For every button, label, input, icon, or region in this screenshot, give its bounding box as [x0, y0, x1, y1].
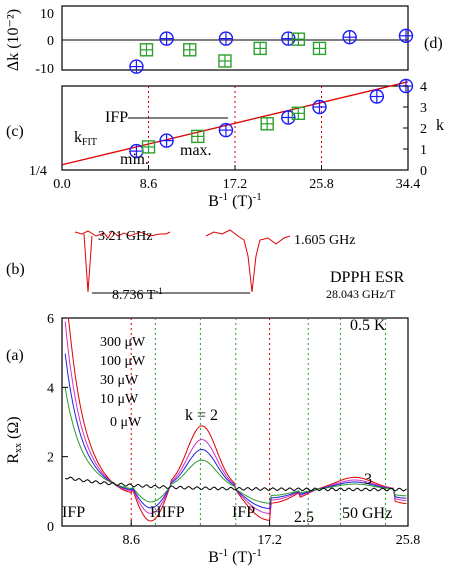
panel-a-ticks: 8.6 17.2 25.8 0 2 4 6 — [47, 312, 420, 548]
panel-d-point-s1-3 — [312, 41, 327, 56]
panel-d: 10 0 -10 Δk (10⁻²) (d) — [5, 5, 443, 77]
panel-a-xtick-0: 8.6 — [122, 533, 140, 548]
panel-b-dip-left — [83, 233, 93, 293]
panel-a-legend-2: 30 μW — [100, 373, 139, 388]
panel-d-ytick-0: 0 — [47, 34, 54, 49]
panel-a-legend-1: 100 μW — [100, 354, 146, 369]
panel-a-legend-3: 10 μW — [100, 392, 139, 407]
panel-a-xtick-2: 25.8 — [396, 533, 421, 548]
panel-c-letter: (c) — [6, 123, 24, 140]
panel-a-ytick-0: 0 — [47, 520, 54, 535]
panel-c-xlabel: B-1 (T)-1 — [208, 191, 261, 210]
panel-d-point-s1-4 — [291, 32, 306, 46]
panel-a-legend: 300 μW 100 μW 30 μW 10 μW 0 μW — [100, 335, 146, 430]
panel-a-series-4 — [64, 476, 407, 492]
panel-b-trace-left — [74, 230, 171, 239]
panel-c-xtick-0: 0.0 — [53, 177, 71, 192]
panel-a-annot-25: 2.5 — [294, 509, 314, 526]
panel-c-xtick-1: 8.6 — [140, 177, 158, 192]
panel-c-ytick-right-4: 4 — [420, 80, 427, 95]
panel-a-vlines — [130, 318, 386, 526]
panel-b-trace-right — [205, 229, 291, 293]
panel-d-point-s1-5 — [218, 54, 232, 68]
panel-c-xtick-2: 17.2 — [223, 177, 248, 192]
panel-b: 3.21 GHz 1.605 GHz DPPH ESR 28.043 GHz/T… — [6, 229, 405, 303]
panel-b-spacing-label: 8.736 T-1 — [112, 286, 163, 303]
panel-a-legend-0: 300 μW — [100, 335, 146, 350]
panel-a-legend-4: 0 μW — [110, 415, 142, 430]
panel-c-xtick-3: 25.8 — [309, 177, 334, 192]
panel-c-point-s1-1 — [191, 129, 205, 144]
panel-c-point-s0-5 — [369, 89, 385, 104]
panel-d-points — [129, 28, 414, 74]
panel-a-annot-ifp2: IFP — [232, 504, 255, 521]
panel-c-points — [129, 78, 414, 159]
panel-a-xtick-1: 17.2 — [257, 533, 282, 548]
panel-a-annot-k2: k = 2 — [185, 407, 218, 424]
panel-d-point-s0-4 — [342, 30, 357, 45]
panel-c-point-s1-0 — [141, 140, 156, 154]
panel-c-point-s1-3 — [291, 106, 306, 121]
panel-c-ytick-right-0: 0 — [420, 164, 427, 179]
panel-d-ylabel: Δk (10⁻²) — [5, 9, 22, 71]
panel-a-annot-3: 3 — [364, 471, 372, 488]
panel-c-ytick-quarter: 1/4 — [29, 164, 47, 179]
panel-c-ytick-right-2: 2 — [420, 122, 427, 137]
panel-c-vlines — [148, 86, 322, 170]
panel-c-ytick-right-3: 3 — [420, 101, 427, 116]
panel-a-ytick-2: 4 — [47, 381, 54, 396]
panel-c-point-s1-2 — [260, 117, 274, 131]
panel-d-point-s1-1 — [183, 43, 197, 57]
panel-d-letter: (d) — [424, 35, 443, 52]
panel-c-annot-min: min. — [120, 151, 149, 168]
panel-d-ytick-10: 10 — [40, 7, 54, 22]
panel-a-ytick-3: 6 — [47, 312, 54, 327]
panel-a-curves — [64, 317, 407, 522]
panel-a-ylabel: Rxx (Ω) — [5, 416, 24, 463]
panel-a-annot-ifp1: IFP — [62, 504, 85, 521]
panel-c-fit-line — [61, 81, 409, 166]
panel-b-label-1605: 1.605 GHz — [294, 233, 355, 248]
panel-a-temperature: 0.5 K — [350, 317, 386, 334]
panel-a-ytick-1: 2 — [47, 451, 54, 466]
panel-c-point-s0-1 — [159, 133, 174, 148]
panel-a-frame — [61, 317, 409, 527]
panel-a: 8.6 17.2 25.8 0 2 4 6 (a) Rxx (Ω) 0.5 K 50 GHz… — [5, 312, 420, 566]
panel-d-ytick-neg10: -10 — [35, 62, 54, 77]
panel-a-frequency: 50 GHz — [342, 505, 392, 522]
panel-d-point-s0-5 — [398, 28, 414, 43]
panel-c-annot-max: max. — [180, 142, 212, 159]
panel-b-title: DPPH ESR — [330, 269, 405, 286]
panel-c-ticks: 0.0 8.6 17.2 25.8 34.40 1 2 3 4 — [53, 80, 427, 192]
panel-c-xtick-4: 34.4 — [396, 177, 421, 192]
panel-c-annot-ifp: IFP — [105, 109, 128, 126]
panel-c-ylabel-k: k — [436, 117, 444, 134]
panel-d-point-s1-0 — [139, 43, 154, 57]
panel-c-point-s0-2 — [218, 122, 234, 138]
panel-a-annot-hifp: HIFP — [150, 504, 185, 521]
panel-c: 0.0 8.6 17.2 25.8 34.40 1 2 3 4 1/4 (c) kFIT IFP… — [6, 78, 444, 210]
panel-c-point-s0-4 — [312, 99, 327, 115]
panel-c-ytick-right-1: 1 — [420, 143, 427, 158]
panel-d-frame — [61, 5, 409, 71]
panel-b-subtitle: 28.043 GHz/T — [326, 287, 396, 301]
panel-d-point-s0-2 — [218, 31, 234, 46]
panel-a-letter: (a) — [6, 347, 24, 364]
panel-d-point-s1-2 — [253, 41, 267, 56]
panel-d-point-s0-0 — [129, 59, 144, 74]
panel-b-label-321: 3.21 GHz — [98, 229, 152, 244]
panel-a-xlabel: B-1 (T)-1 — [208, 547, 261, 566]
panel-c-fit-label: kFIT — [74, 129, 97, 148]
panel-b-letter: (b) — [6, 261, 25, 278]
panel-d-point-s0-1 — [159, 31, 174, 46]
